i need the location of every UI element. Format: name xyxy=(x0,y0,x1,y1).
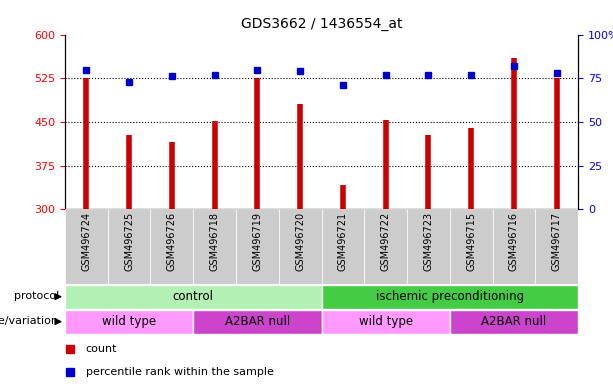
Bar xyxy=(193,310,321,334)
Bar xyxy=(407,209,450,284)
Text: count: count xyxy=(85,344,117,354)
Text: GSM496717: GSM496717 xyxy=(552,212,562,271)
Bar xyxy=(150,209,193,284)
Bar xyxy=(65,209,108,284)
Text: percentile rank within the sample: percentile rank within the sample xyxy=(85,366,273,377)
Text: GSM496725: GSM496725 xyxy=(124,212,134,271)
Text: GSM496723: GSM496723 xyxy=(424,212,433,271)
Text: GSM496718: GSM496718 xyxy=(210,212,219,270)
Text: wild type: wild type xyxy=(359,315,413,328)
Text: GSM496724: GSM496724 xyxy=(82,212,91,271)
Text: GSM496716: GSM496716 xyxy=(509,212,519,270)
Bar xyxy=(493,209,535,284)
Text: genotype/variation: genotype/variation xyxy=(0,316,59,326)
Text: A2BAR null: A2BAR null xyxy=(225,315,290,328)
Bar xyxy=(65,285,321,309)
Bar xyxy=(279,209,322,284)
Bar xyxy=(450,209,493,284)
Bar xyxy=(108,209,150,284)
Text: GSM496719: GSM496719 xyxy=(253,212,262,270)
Text: GSM496720: GSM496720 xyxy=(295,212,305,271)
Bar xyxy=(450,310,578,334)
Text: GSM496722: GSM496722 xyxy=(381,212,390,271)
Bar xyxy=(193,209,236,284)
Bar xyxy=(65,310,193,334)
Bar xyxy=(364,209,407,284)
Text: A2BAR null: A2BAR null xyxy=(481,315,547,328)
Text: ischemic preconditioning: ischemic preconditioning xyxy=(376,290,524,303)
Title: GDS3662 / 1436554_at: GDS3662 / 1436554_at xyxy=(241,17,402,31)
Bar xyxy=(236,209,279,284)
Text: GSM496726: GSM496726 xyxy=(167,212,177,271)
Text: wild type: wild type xyxy=(102,315,156,328)
Text: GSM496715: GSM496715 xyxy=(466,212,476,271)
Text: control: control xyxy=(173,290,214,303)
Text: protocol: protocol xyxy=(13,291,59,301)
Bar xyxy=(321,285,578,309)
Bar xyxy=(321,310,450,334)
Text: GSM496721: GSM496721 xyxy=(338,212,348,271)
Bar xyxy=(535,209,578,284)
Bar xyxy=(321,209,364,284)
